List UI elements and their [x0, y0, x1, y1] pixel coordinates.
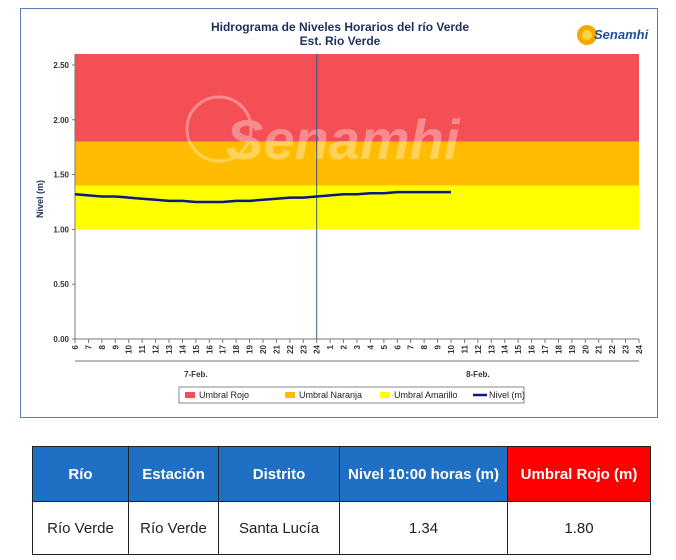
x-tick-label: 16 — [205, 344, 214, 353]
logo-text: Senamhi — [594, 27, 649, 42]
table-header-row: Río Estación Distrito Nivel 10:00 horas … — [32, 446, 651, 502]
y-tick-label: 2.00 — [53, 116, 69, 125]
y-tick-label: 0.00 — [53, 335, 69, 344]
watermark: Senamhi — [185, 95, 461, 171]
x-tick-label: 11 — [138, 344, 147, 353]
x-tick-label: 21 — [595, 344, 604, 353]
x-tick-label: 2 — [340, 344, 349, 349]
senamhi-logo: Senamhi — [577, 25, 649, 45]
x-tick-label: 18 — [232, 344, 241, 353]
header-distrito: Distrito — [218, 446, 340, 502]
x-tick-label: 20 — [259, 344, 268, 353]
x-tick-label: 14 — [501, 344, 510, 353]
x-tick-label: 15 — [514, 344, 523, 353]
x-tick-label: 11 — [460, 344, 469, 353]
x-tick-label: 21 — [272, 344, 281, 353]
sun-core-icon — [582, 30, 592, 40]
chart-title: Hidrograma de Niveles Horarios del río V… — [211, 20, 469, 34]
x-tick-label: 22 — [608, 344, 617, 353]
x-ticks: 6 7 8 9 10 11 12 13 14 15 16 17 18 19 20 21 22 23 24 1 2 3 4 5 6… — [71, 339, 644, 354]
legend-entry: Nivel (m) — [489, 390, 525, 400]
x-tick-label: 20 — [581, 344, 590, 353]
x-tick-label: 14 — [178, 344, 187, 353]
series-lines — [74, 190, 451, 204]
x-tick-label: 24 — [313, 344, 322, 353]
header-nivel: Nivel 10:00 horas (m) — [339, 446, 508, 502]
y-ticks: 0.00 0.50 1.00 1.50 2.00 2.50 — [53, 61, 75, 344]
legend-entry: Umbral Amarillo — [394, 390, 458, 400]
table-row: Río Verde Río Verde Santa Lucía 1.34 1.8… — [32, 501, 651, 555]
x-tick-label: 17 — [541, 344, 550, 353]
day-labels: 7-Feb. 8-Feb. — [184, 370, 490, 379]
x-tick-label: 12 — [474, 344, 483, 353]
x-tick-label: 23 — [622, 344, 631, 353]
header-estacion: Estación — [128, 446, 219, 502]
cell-distrito: Santa Lucía — [218, 501, 340, 555]
x-tick-label: 8 — [420, 344, 429, 349]
x-tick-label: 15 — [192, 344, 201, 353]
legend-box — [178, 386, 525, 404]
threshold-bands — [75, 54, 639, 230]
header-rio: Río — [32, 446, 129, 502]
band-1 — [75, 141, 639, 186]
x-tick-label: 22 — [286, 344, 295, 353]
cell-rio: Río Verde — [32, 501, 129, 555]
x-tick-label: 6 — [393, 344, 402, 349]
y-axis-label: Nivel (m) — [35, 180, 45, 218]
x-tick-label: 13 — [487, 344, 496, 353]
level-table: Río Estación Distrito Nivel 10:00 horas … — [32, 446, 651, 555]
x-tick-label: 24 — [635, 344, 644, 353]
y-tick-label: 0.50 — [53, 280, 69, 289]
x-tick-label: 7 — [407, 344, 416, 349]
y-tick-label: 1.50 — [53, 171, 69, 180]
x-tick-label: 10 — [125, 344, 134, 353]
legend-entry: Umbral Rojo — [199, 390, 249, 400]
day-label: 7-Feb. — [184, 370, 208, 379]
x-tick-label: 13 — [165, 344, 174, 353]
x-tick-label: 23 — [299, 344, 308, 353]
watermark-text: Senamhi — [226, 108, 461, 171]
x-tick-label: 10 — [447, 344, 456, 353]
x-tick-label: 9 — [111, 344, 120, 349]
x-tick-label: 3 — [353, 344, 362, 349]
legend: Umbral Rojo Umbral Naranja Umbral Amarillo… — [178, 386, 525, 404]
x-tick-label: 8 — [98, 344, 107, 349]
legend-swatch — [185, 392, 195, 398]
band-0 — [75, 54, 639, 142]
cell-estacion: Río Verde — [128, 501, 219, 555]
y-tick-label: 2.50 — [53, 61, 69, 70]
cell-nivel: 1.34 — [339, 501, 508, 555]
header-umbral-rojo: Umbral Rojo (m) — [507, 446, 651, 502]
hydrograph-chart: Senamhi Hidrograma de Niveles Horarios d… — [35, 20, 649, 404]
day-label: 8-Feb. — [466, 370, 490, 379]
x-tick-label: 1 — [326, 344, 335, 349]
legend-swatch — [380, 392, 390, 398]
x-tick-label: 9 — [434, 344, 443, 349]
legend-entry: Umbral Naranja — [299, 390, 362, 400]
x-tick-label: 7 — [84, 344, 93, 349]
y-tick-label: 1.00 — [53, 225, 69, 234]
x-tick-label: 19 — [568, 344, 577, 353]
x-tick-label: 16 — [528, 344, 537, 353]
watermark-sun-icon — [185, 95, 253, 163]
series-line — [74, 190, 451, 204]
legend-swatch — [285, 392, 295, 398]
x-tick-label: 6 — [71, 344, 80, 349]
x-tick-label: 18 — [554, 344, 563, 353]
chart-subtitle: Est. Rio Verde — [300, 34, 381, 48]
x-tick-label: 5 — [380, 344, 389, 349]
band-2 — [75, 185, 639, 230]
x-tick-label: 12 — [152, 344, 161, 353]
x-tick-label: 17 — [219, 344, 228, 353]
x-tick-label: 4 — [366, 344, 375, 349]
cell-umbral-rojo: 1.80 — [507, 501, 651, 555]
chart-frame: Senamhi Hidrograma de Niveles Horarios d… — [20, 8, 658, 418]
x-tick-label: 19 — [246, 344, 255, 353]
